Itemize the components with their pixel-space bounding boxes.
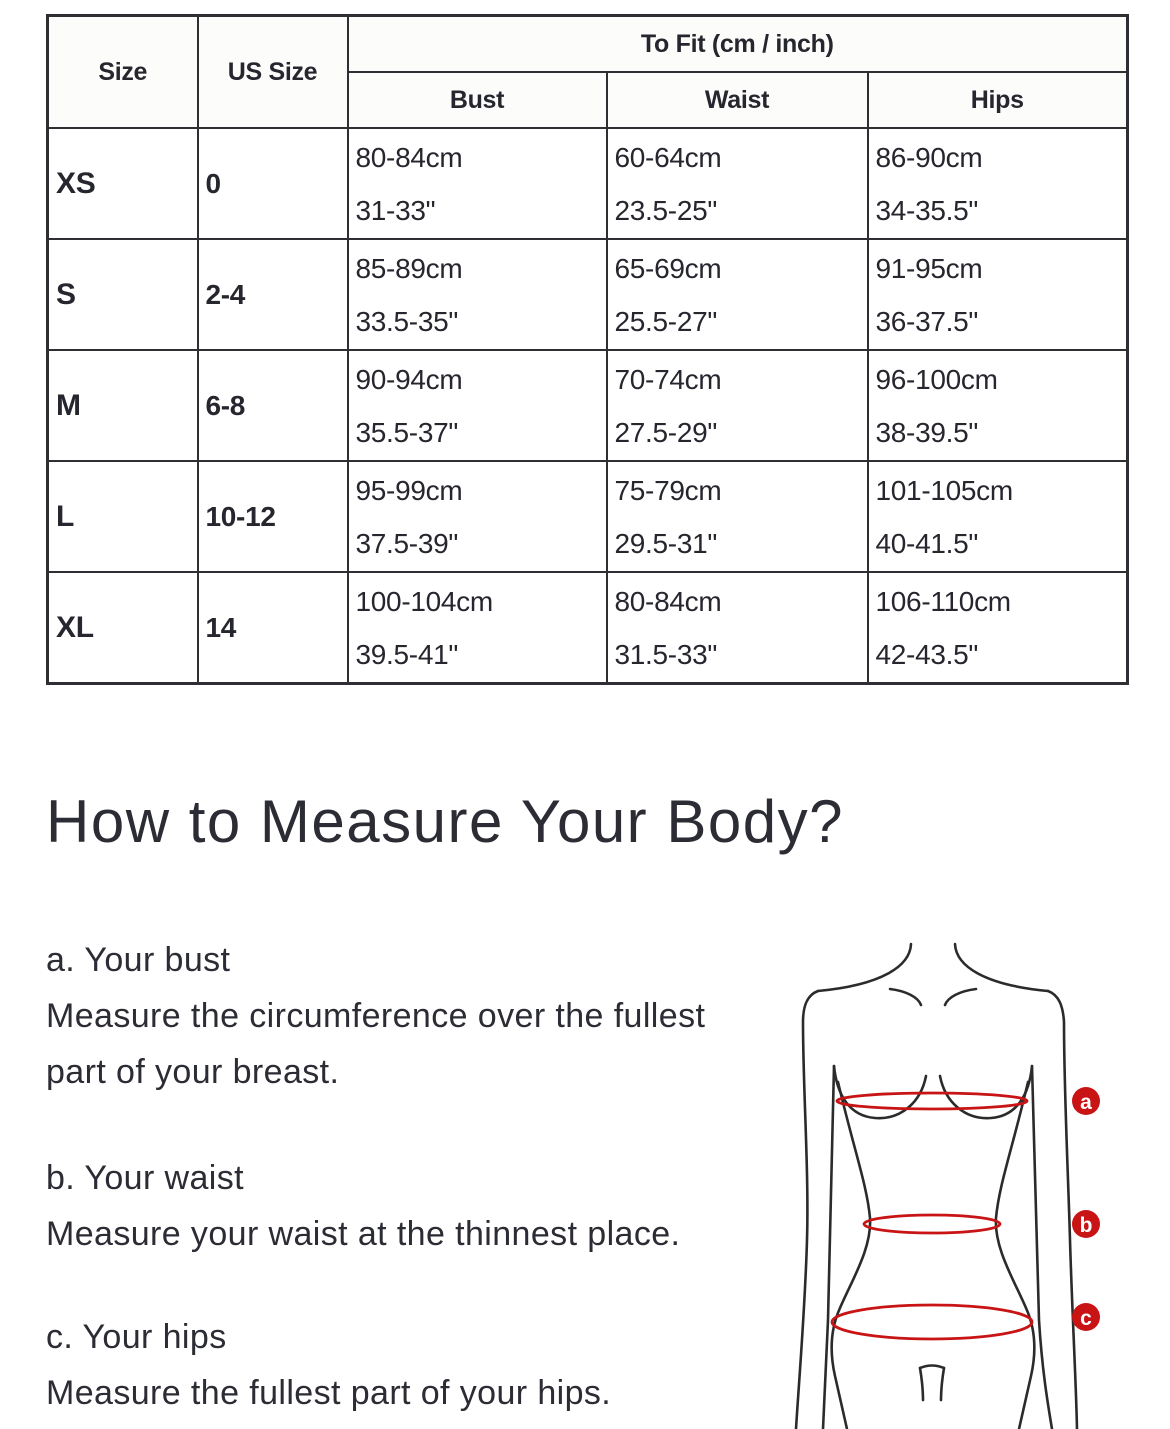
waist-measurement: 75-79cm 29.5-31" [605, 460, 869, 573]
page-title: How to Measure Your Body? [46, 788, 844, 855]
size-chart-table: Size US Size To Fit (cm / inch) Bust Wai… [46, 14, 1130, 685]
column-header-bust: Bust [346, 71, 608, 129]
torso-outline [794, 942, 1079, 1429]
size-label: M [46, 349, 199, 462]
table-row-xl: XL 14 100-104cm 39.5-41" 80-84cm 31.5-33… [46, 571, 1129, 685]
waist-cm: 70-74cm [614, 364, 722, 395]
table-row-s: S 2-4 85-89cm 33.5-35" 65-69cm 25.5-27" … [46, 238, 1129, 351]
badge-c-label: c [1080, 1307, 1092, 1330]
waist-measure-line [862, 1213, 1002, 1235]
bust-cm: 90-94cm [355, 364, 463, 395]
us-size-value: 14 [196, 571, 349, 685]
size-label: S [46, 238, 199, 351]
badge-b-circle [1072, 1210, 1100, 1238]
bust-instruction: a. Your bust Measure the circumference o… [46, 932, 786, 1100]
column-header-to-fit: To Fit (cm / inch) [346, 14, 1129, 73]
hips-cm: 106-110cm [875, 586, 1012, 617]
hips-instruction-line: Measure the fullest part of your hips. [46, 1374, 612, 1412]
hips-measurement: 106-110cm 42-43.5" [866, 571, 1129, 685]
waist-inch: 31.5-33" [614, 639, 718, 670]
bust-inch: 39.5-41" [355, 639, 459, 670]
waist-cm: 75-79cm [614, 475, 722, 506]
hips-cm: 101-105cm [875, 475, 1014, 506]
size-label: XL [46, 571, 199, 685]
measurement-lines [830, 1091, 1034, 1341]
bust-cm: 95-99cm [355, 475, 463, 506]
waist-cm: 80-84cm [614, 586, 722, 617]
hips-instruction-label: c. Your hips [46, 1318, 227, 1356]
hips-inch: 36-37.5" [875, 306, 979, 337]
bust-measure-line [835, 1091, 1029, 1111]
bust-measurement: 100-104cm 39.5-41" [346, 571, 608, 685]
column-header-size: Size [46, 14, 199, 129]
torso-diagram: a b c [794, 942, 1100, 1429]
badge-a-label: a [1080, 1091, 1092, 1114]
waist-inch: 23.5-25" [614, 195, 718, 226]
hips-instruction: c. Your hips Measure the fullest part of… [46, 1309, 786, 1421]
hips-measure-line [830, 1303, 1034, 1341]
bust-instruction-line: Measure the circumference over the fulle… [46, 997, 706, 1035]
us-size-value: 2-4 [196, 238, 349, 351]
table-row-m: M 6-8 90-94cm 35.5-37" 70-74cm 27.5-29" … [46, 349, 1129, 462]
column-header-hips: Hips [866, 71, 1129, 129]
bust-inch: 31-33" [355, 195, 436, 226]
bust-inch: 35.5-37" [355, 417, 459, 448]
body-measurement-figure: a b c [770, 930, 1170, 1429]
hips-inch: 40-41.5" [875, 528, 979, 559]
bust-instruction-line: part of your breast. [46, 1053, 340, 1091]
bust-inch: 37.5-39" [355, 528, 459, 559]
us-size-value: 10-12 [196, 460, 349, 573]
table-row-xs: XS 0 80-84cm 31-33" 60-64cm 23.5-25" 86-… [46, 127, 1129, 240]
bust-instruction-label: a. Your bust [46, 941, 231, 979]
waist-instruction-line: Measure your waist at the thinnest place… [46, 1215, 681, 1253]
hips-measurement: 96-100cm 38-39.5" [866, 349, 1129, 462]
bust-cm: 80-84cm [355, 142, 463, 173]
us-size-value: 6-8 [196, 349, 349, 462]
waist-measurement: 70-74cm 27.5-29" [605, 349, 869, 462]
column-header-us-size: US Size [196, 14, 349, 129]
waist-inch: 25.5-27" [614, 306, 718, 337]
waist-measurement: 80-84cm 31.5-33" [605, 571, 869, 685]
badge-a-circle [1072, 1087, 1100, 1115]
hips-cm: 91-95cm [875, 253, 983, 284]
size-label: XS [46, 127, 199, 240]
column-header-waist: Waist [605, 71, 869, 129]
hips-measurement: 91-95cm 36-37.5" [866, 238, 1129, 351]
waist-instruction: b. Your waist Measure your waist at the … [46, 1150, 786, 1262]
waist-measurement: 65-69cm 25.5-27" [605, 238, 869, 351]
waist-measurement: 60-64cm 23.5-25" [605, 127, 869, 240]
size-label: L [46, 460, 199, 573]
waist-inch: 29.5-31" [614, 528, 718, 559]
badge-c-circle [1072, 1303, 1100, 1331]
hips-measurement: 101-105cm 40-41.5" [866, 460, 1129, 573]
hips-inch: 34-35.5" [875, 195, 979, 226]
bust-cm: 100-104cm [355, 586, 494, 617]
bust-cm: 85-89cm [355, 253, 463, 284]
waist-cm: 65-69cm [614, 253, 722, 284]
waist-instruction-label: b. Your waist [46, 1159, 244, 1197]
badge-b-label: b [1080, 1214, 1093, 1237]
waist-inch: 27.5-29" [614, 417, 718, 448]
bust-inch: 33.5-35" [355, 306, 459, 337]
table-row-l: L 10-12 95-99cm 37.5-39" 75-79cm 29.5-31… [46, 460, 1129, 573]
hips-measurement: 86-90cm 34-35.5" [866, 127, 1129, 240]
waist-cm: 60-64cm [614, 142, 722, 173]
bust-measurement: 85-89cm 33.5-35" [346, 238, 608, 351]
bust-measurement: 95-99cm 37.5-39" [346, 460, 608, 573]
measurement-badges: a b c [1072, 1087, 1100, 1331]
hips-cm: 86-90cm [875, 142, 983, 173]
hips-inch: 42-43.5" [875, 639, 979, 670]
bust-measurement: 90-94cm 35.5-37" [346, 349, 608, 462]
bust-measurement: 80-84cm 31-33" [346, 127, 608, 240]
us-size-value: 0 [196, 127, 349, 240]
hips-inch: 38-39.5" [875, 417, 979, 448]
hips-cm: 96-100cm [875, 364, 998, 395]
